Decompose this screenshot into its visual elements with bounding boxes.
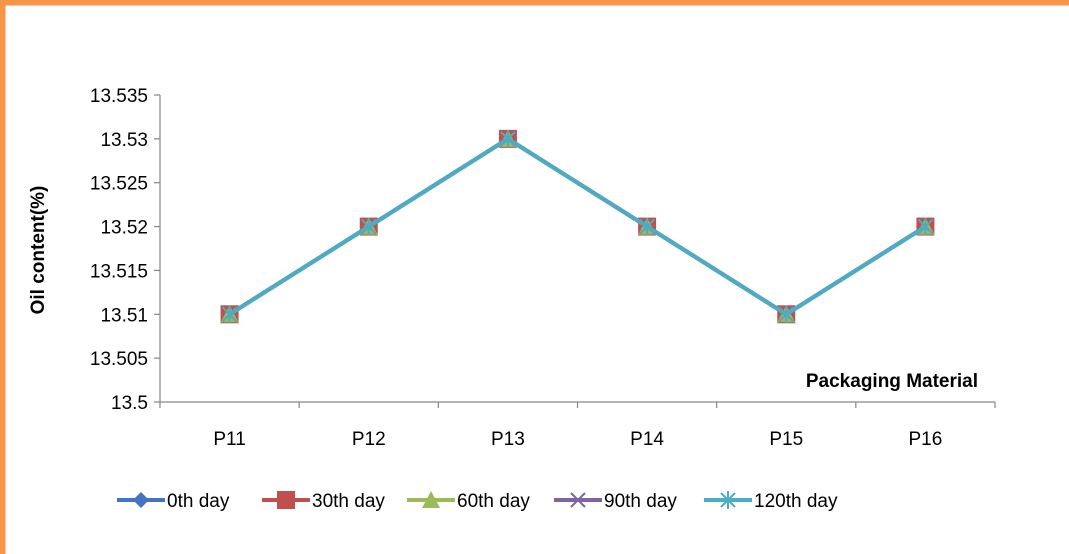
y-tick-label: 13.525 [90,174,148,195]
y-axis-title: Oil content(%) [28,186,49,315]
series-line [228,136,927,317]
y-axis: 13.5 13.505 13.51 13.515 13.52 13.525 13.53 13.… [90,86,161,414]
legend-marker [133,492,149,508]
series-4 [221,129,934,324]
legend: 0th day 30th day 60th day 90th day 120th day [117,491,838,512]
data-point [361,217,377,236]
y-tick-label: 13.535 [90,86,148,107]
legend-label: 90th day [604,491,677,512]
y-tick-label: 13.53 [100,130,148,151]
data-point [778,305,794,324]
legend-item: 90th day [554,491,677,512]
y-tick-label: 13.505 [90,349,148,370]
series-line [228,136,927,317]
series-line [228,136,927,317]
data-point [221,305,238,324]
x-tick-label: P15 [769,429,803,450]
series-lines [220,129,935,324]
data-point [500,129,516,148]
x-tick-label: P16 [909,429,943,450]
x-axis-title: Packaging Material [806,371,978,392]
x-tick-label: P14 [630,429,664,450]
series-1 [220,129,935,324]
x-tick-label: P12 [352,429,386,450]
legend-item: 120th day [704,491,838,512]
legend-item: 30th day [262,491,385,512]
series-2 [220,129,935,323]
legend-item: 0th day [117,491,230,512]
legend-label: 120th day [754,491,838,512]
series-0 [221,130,934,323]
data-point [639,217,655,236]
legend-label: 60th day [457,491,530,512]
legend-item: 60th day [407,491,530,512]
series-line [228,136,927,317]
legend-marker [720,491,736,509]
legend-label: 30th day [312,491,385,512]
x-axis: P11 P12 P13 P14 P15 P16 [159,401,996,450]
y-tick-label: 13.51 [100,305,148,326]
legend-marker [570,492,586,508]
x-tick-label: P11 [213,429,245,450]
y-tick-label: 13.515 [90,261,148,282]
data-point [917,217,934,236]
legend-marker [277,491,295,509]
series-3 [221,131,934,322]
x-tick-label: P13 [491,429,525,450]
legend-label: 0th day [167,491,230,512]
y-tick-label: 13.5 [111,393,148,414]
series-line [228,136,927,317]
y-tick-label: 13.52 [100,218,148,239]
legend-marker [422,491,440,508]
